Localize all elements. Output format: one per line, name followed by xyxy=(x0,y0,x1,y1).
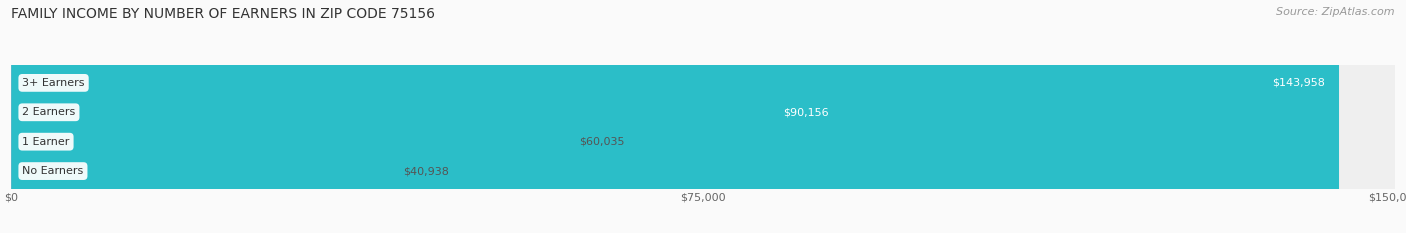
Text: $90,156: $90,156 xyxy=(783,107,830,117)
FancyBboxPatch shape xyxy=(11,0,1395,233)
Text: 3+ Earners: 3+ Earners xyxy=(22,78,84,88)
Text: $60,035: $60,035 xyxy=(579,137,624,147)
Text: Source: ZipAtlas.com: Source: ZipAtlas.com xyxy=(1277,7,1395,17)
FancyBboxPatch shape xyxy=(11,0,1395,233)
FancyBboxPatch shape xyxy=(11,0,1339,233)
Text: $40,938: $40,938 xyxy=(402,166,449,176)
Text: FAMILY INCOME BY NUMBER OF EARNERS IN ZIP CODE 75156: FAMILY INCOME BY NUMBER OF EARNERS IN ZI… xyxy=(11,7,436,21)
FancyBboxPatch shape xyxy=(11,0,1395,233)
FancyBboxPatch shape xyxy=(11,0,842,233)
Text: $143,958: $143,958 xyxy=(1272,78,1326,88)
Text: 1 Earner: 1 Earner xyxy=(22,137,70,147)
Text: No Earners: No Earners xyxy=(22,166,83,176)
FancyBboxPatch shape xyxy=(11,0,389,233)
Text: 2 Earners: 2 Earners xyxy=(22,107,76,117)
FancyBboxPatch shape xyxy=(11,0,565,233)
FancyBboxPatch shape xyxy=(11,0,1395,233)
